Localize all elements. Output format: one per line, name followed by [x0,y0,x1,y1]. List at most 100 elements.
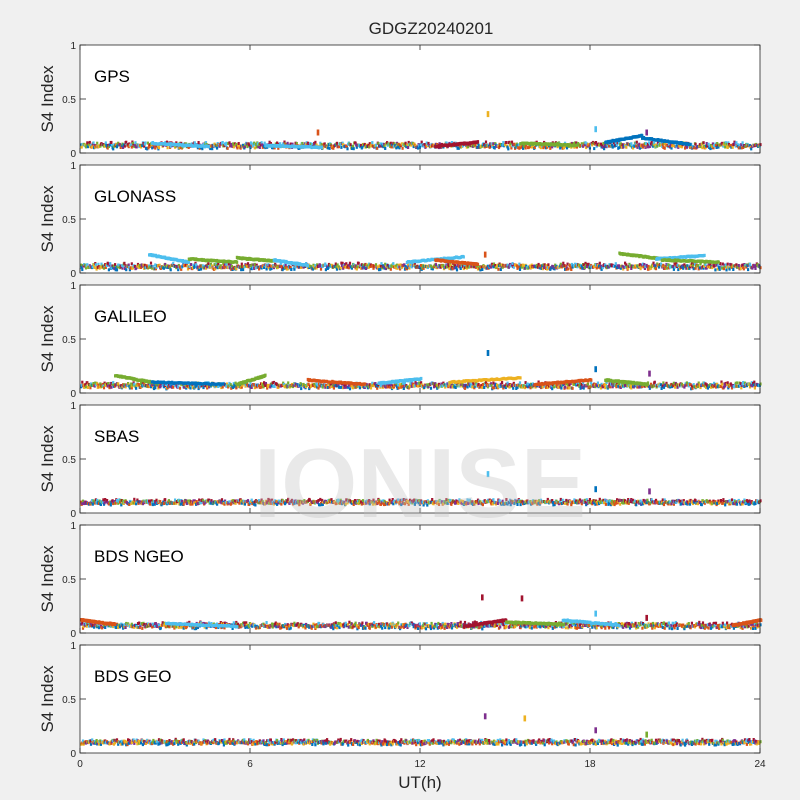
scatter-point [263,266,266,269]
scatter-point [424,144,428,148]
scatter-point [341,261,344,265]
scatter-point [118,500,122,504]
scatter-point [561,264,564,268]
scatter-point [625,263,628,267]
scatter-point [741,141,744,145]
scatter-point [502,386,505,390]
scatter-point [101,384,104,388]
satellite-track [660,258,720,264]
scatter-point [582,381,585,385]
scatter-point [391,386,394,390]
scatter-point [755,264,758,268]
scatter-point [696,264,700,268]
scatter-point [146,499,149,503]
spike-marker [645,129,648,136]
scatter-point [80,143,83,147]
scatter-point [199,264,202,268]
scatter-point [526,385,530,389]
scatter-point [699,145,702,149]
scatter-point [642,265,645,269]
scatter-point [465,143,468,147]
scatter-point [713,144,716,148]
scatter-point [86,263,89,267]
scatter-point [734,141,737,145]
scatter-point [228,141,231,145]
scatter-point [650,382,653,386]
scatter-point [159,267,162,270]
scatter-point [397,263,400,267]
scatter-point [126,384,129,388]
scatter-point [650,266,653,270]
scatter-point [674,263,677,267]
scatter-point [198,146,201,150]
scatter-point [427,385,430,389]
scatter-point [410,381,413,385]
scatter-point [319,267,323,271]
scatter-point [223,144,226,148]
scatter-point [622,145,625,149]
scatter-point [259,386,262,389]
scatter-point [420,381,423,385]
scatter-point [392,262,395,266]
scatter-point [111,264,114,268]
scatter-point [408,264,412,268]
scatter-point [577,383,580,387]
scatter-point [283,140,286,144]
y-tick-label: 0.5 [62,215,76,226]
scatter-point [167,499,170,503]
track-point [174,381,177,385]
scatter-point [616,141,619,145]
track-point [455,380,458,384]
scatter-point [300,387,303,391]
scatter-point [656,140,659,144]
scatter-point [600,267,603,271]
scatter-point [439,384,442,388]
panel-background [80,45,760,153]
scatter-point [389,141,392,145]
scatter-point [682,265,685,269]
scatter-point [456,146,459,150]
scatter-point [270,267,273,270]
scatter-point [349,143,352,147]
scatter-point [524,381,527,385]
scatter-point [429,386,433,390]
scatter-point [422,266,425,270]
scatter-point [648,145,651,148]
scatter-point [751,384,754,388]
scatter-point [746,264,749,268]
scatter-point [115,142,118,146]
scatter-point [402,387,405,390]
scatter-point [340,145,343,149]
scatter-point [501,265,504,269]
scatter-point [520,263,523,267]
scatter-point [155,498,158,502]
scatter-point [178,502,181,506]
scatter-point [560,386,563,390]
scatter-point [395,146,398,150]
scatter-point [410,143,413,147]
scatter-point [662,146,665,149]
scatter-point [733,385,736,389]
scatter-point [350,147,353,150]
scatter-point [122,146,125,149]
scatter-point [596,263,599,267]
scatter-point [616,143,619,147]
scatter-point [88,265,91,269]
scatter-point [474,383,477,387]
scatter-point [504,143,507,147]
scatter-point [314,140,317,144]
scatter-point [331,385,334,389]
scatter-point [629,384,632,388]
track-point [363,382,366,386]
scatter-point [313,266,316,270]
scatter-point [91,502,94,506]
scatter-point [333,383,336,387]
scatter-point [423,144,426,148]
scatter-point [315,143,318,147]
track-point [320,145,324,149]
scatter-point [389,267,392,271]
scatter-point [635,140,638,144]
scatter-point [212,267,216,271]
scatter-point [473,144,476,148]
scatter-point [619,386,622,389]
